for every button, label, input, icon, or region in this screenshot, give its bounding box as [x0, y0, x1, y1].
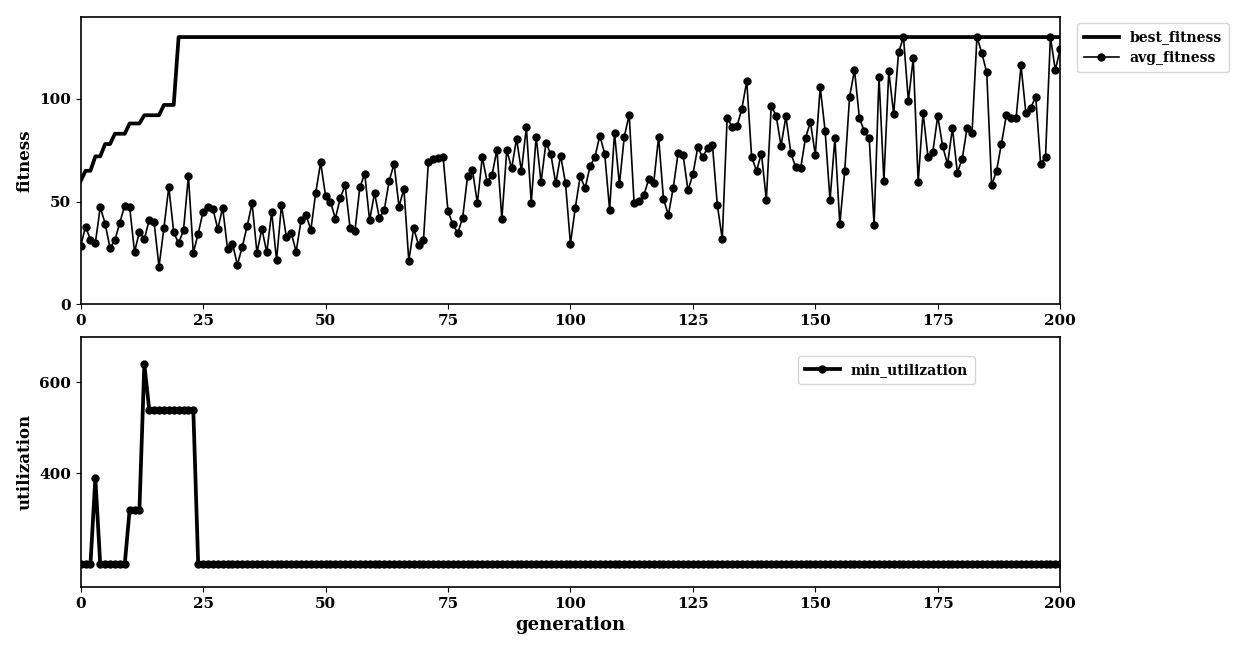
min_utilization	[975, 561, 990, 568]
Legend: best_fitness, avg_fitness: best_fitness, avg_fitness	[1076, 23, 1229, 72]
Y-axis label: utilization: utilization	[16, 414, 33, 510]
best_fitness	[490, 33, 505, 41]
Line: avg_fitness: avg_fitness	[77, 34, 1064, 270]
Legend: min_utilization: min_utilization	[797, 356, 975, 384]
best_fitness	[161, 101, 176, 109]
avg_fitness	[151, 263, 166, 271]
min_utilization	[73, 561, 88, 568]
min_utilization	[136, 360, 151, 368]
best_fitness	[435, 33, 450, 41]
min_utilization	[608, 561, 622, 568]
best_fitness	[78, 167, 93, 174]
min_utilization	[435, 561, 450, 568]
best_fitness	[1053, 33, 1068, 41]
avg_fitness	[73, 242, 88, 250]
avg_fitness	[166, 229, 181, 236]
X-axis label: generation: generation	[516, 616, 625, 635]
avg_fitness	[608, 129, 622, 137]
Y-axis label: fitness: fitness	[16, 130, 33, 192]
min_utilization	[1053, 561, 1068, 568]
Line: best_fitness: best_fitness	[81, 37, 1060, 181]
min_utilization	[490, 561, 505, 568]
min_utilization	[78, 561, 93, 568]
best_fitness	[608, 33, 622, 41]
best_fitness	[73, 177, 88, 185]
avg_fitness	[980, 68, 994, 76]
avg_fitness	[897, 33, 911, 41]
min_utilization	[166, 406, 181, 413]
avg_fitness	[490, 146, 505, 154]
avg_fitness	[435, 153, 450, 161]
best_fitness	[171, 33, 186, 41]
avg_fitness	[78, 223, 93, 230]
best_fitness	[975, 33, 990, 41]
Line: min_utilization: min_utilization	[77, 361, 1064, 568]
avg_fitness	[1053, 46, 1068, 53]
